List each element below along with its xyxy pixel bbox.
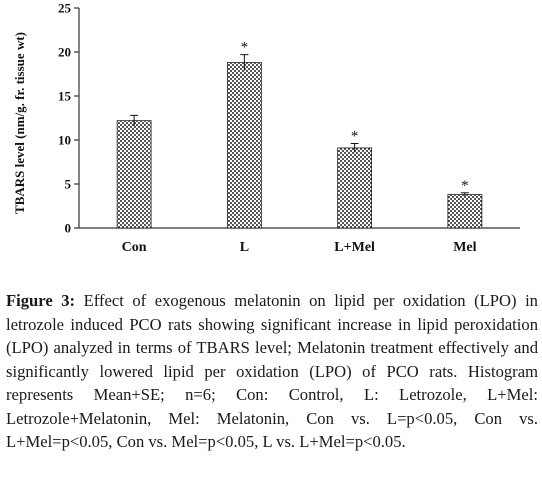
x-category-label: L: [240, 240, 249, 255]
caption-text: Effect of exogenous melatonin on lipid p…: [6, 291, 538, 451]
y-tick-label: 10: [58, 133, 71, 148]
y-tick-label: 25: [58, 1, 72, 16]
y-tick-label: 5: [65, 177, 72, 192]
x-category-label: L+Mel: [334, 240, 375, 255]
significance-marker: *: [241, 40, 249, 56]
bar-mel: [447, 194, 483, 229]
y-tick-label: 20: [58, 45, 71, 60]
y-axis-label-group: TBARS level (nm/g. fr. tissue wt): [12, 32, 27, 214]
x-category-label: Con: [122, 240, 147, 255]
y-tick-label: 15: [58, 89, 72, 104]
plot-area: 0 5 10 15 20 25 Con * L * L+Mel * Mel: [58, 1, 520, 255]
caption-label: Figure 3:: [6, 291, 76, 310]
figure-caption: Figure 3: Effect of exogenous melatonin …: [6, 289, 538, 454]
significance-marker: *: [461, 178, 469, 194]
bar-chart: TBARS level (nm/g. fr. tissue wt) 0 5 10 15…: [12, 1, 520, 255]
x-category-label: Mel: [453, 240, 476, 255]
bar-con: [116, 120, 152, 229]
bar-l: [226, 62, 262, 229]
y-tick-label: 0: [65, 221, 72, 236]
bar-l-mel: [337, 147, 373, 229]
significance-marker: *: [351, 129, 359, 145]
y-axis-label: TBARS level (nm/g. fr. tissue wt): [12, 32, 27, 214]
